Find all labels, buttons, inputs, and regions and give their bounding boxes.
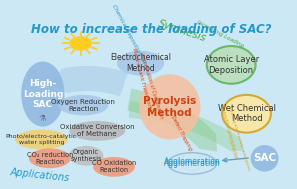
Ellipse shape bbox=[69, 146, 104, 166]
Text: Agglomeration: Agglomeration bbox=[164, 159, 220, 168]
Ellipse shape bbox=[139, 74, 200, 139]
Ellipse shape bbox=[21, 61, 64, 127]
Text: Wet Chemical
Method: Wet Chemical Method bbox=[217, 104, 276, 123]
Ellipse shape bbox=[69, 121, 125, 141]
Text: Deposition-precipitation: Deposition-precipitation bbox=[219, 104, 238, 159]
Ellipse shape bbox=[15, 130, 68, 149]
FancyArrowPatch shape bbox=[51, 66, 128, 96]
Text: Oxygen Reduction
Reaction: Oxygen Reduction Reaction bbox=[51, 99, 115, 112]
Ellipse shape bbox=[222, 95, 271, 133]
Ellipse shape bbox=[29, 148, 71, 168]
Text: SAC: SAC bbox=[253, 153, 276, 163]
Text: Atomic Layer
Deposition: Atomic Layer Deposition bbox=[203, 55, 259, 75]
Ellipse shape bbox=[207, 46, 256, 84]
Text: Synthesis: Synthesis bbox=[157, 19, 208, 44]
Text: Pyrolysis
Method: Pyrolysis Method bbox=[143, 96, 196, 118]
Text: Chemical Deposition etc.: Chemical Deposition etc. bbox=[111, 3, 148, 66]
Circle shape bbox=[198, 155, 212, 164]
Ellipse shape bbox=[93, 157, 135, 177]
Circle shape bbox=[70, 37, 91, 50]
Text: Electrochemical
Method: Electrochemical Method bbox=[110, 53, 171, 73]
Text: Defect Trapping: Defect Trapping bbox=[170, 115, 192, 152]
Text: Photo/electro-catalytic
water splitting: Photo/electro-catalytic water splitting bbox=[6, 134, 77, 145]
Text: Strong electrostatic adsorption: Strong electrostatic adsorption bbox=[228, 108, 251, 170]
Text: Oxidative Conversion
of Methane: Oxidative Conversion of Methane bbox=[60, 124, 135, 137]
Ellipse shape bbox=[168, 153, 217, 174]
FancyArrowPatch shape bbox=[223, 158, 248, 162]
Text: How to increase the loading of SAC?: How to increase the loading of SAC? bbox=[31, 23, 272, 36]
Ellipse shape bbox=[117, 51, 164, 76]
Text: Applications: Applications bbox=[10, 167, 70, 184]
Ellipse shape bbox=[251, 145, 279, 172]
Circle shape bbox=[167, 159, 178, 166]
Circle shape bbox=[206, 159, 217, 166]
Text: Organic
synthesis: Organic synthesis bbox=[70, 149, 102, 162]
FancyBboxPatch shape bbox=[7, 13, 297, 189]
FancyArrowPatch shape bbox=[129, 101, 244, 151]
Text: ⚗: ⚗ bbox=[39, 114, 46, 123]
Ellipse shape bbox=[58, 95, 108, 115]
Circle shape bbox=[182, 158, 202, 170]
Text: Metal-organic Frameworks: Metal-organic Frameworks bbox=[131, 47, 153, 112]
Circle shape bbox=[183, 152, 201, 163]
FancyArrowPatch shape bbox=[127, 89, 217, 152]
Text: Increasing Loading: Increasing Loading bbox=[196, 20, 244, 48]
Text: CO₂ reduction
Reaction: CO₂ reduction Reaction bbox=[27, 152, 73, 165]
Text: Agglomeration: Agglomeration bbox=[164, 157, 220, 166]
Text: CO Oxidation
Reaction: CO Oxidation Reaction bbox=[92, 160, 136, 173]
Text: High-
Loading
SAC: High- Loading SAC bbox=[23, 79, 63, 109]
Circle shape bbox=[172, 155, 187, 164]
Text: Impregnation of Coordination: Impregnation of Coordination bbox=[139, 52, 164, 119]
